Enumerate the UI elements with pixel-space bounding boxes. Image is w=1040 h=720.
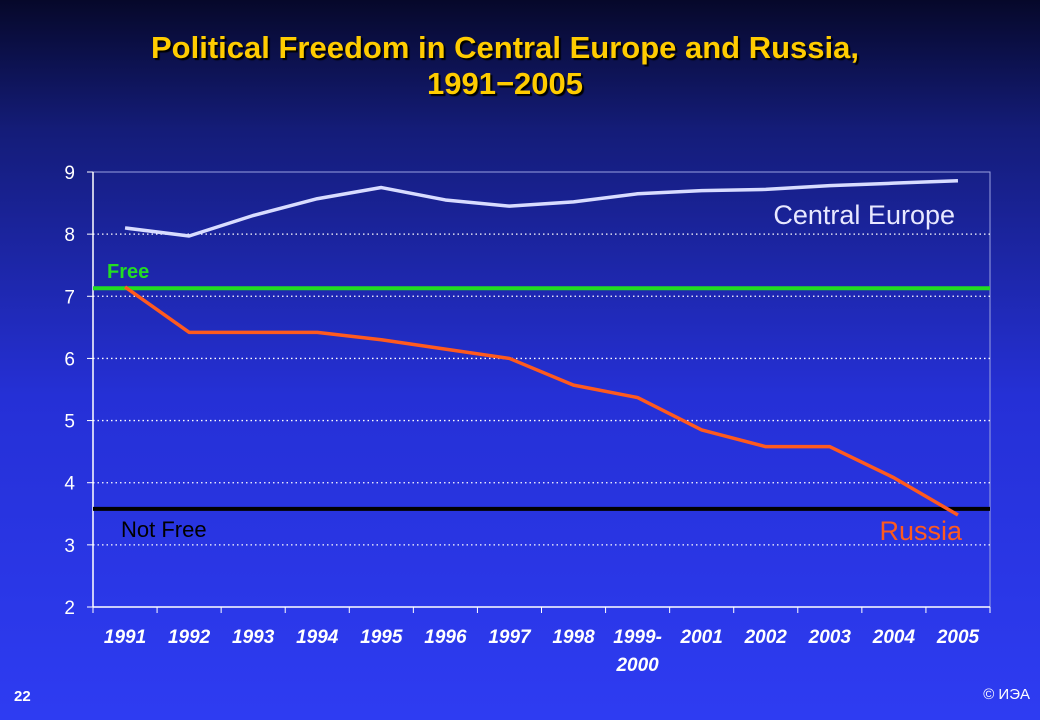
- series-line-central-europe: [124, 178, 959, 238]
- x-tick-label: 2004: [872, 627, 916, 648]
- chart-title-line-2: 1991−2005: [426, 66, 584, 101]
- x-tick-label: 2002: [744, 627, 788, 648]
- x-tick-label: 1992: [168, 627, 211, 648]
- x-tick-label: 2001: [680, 627, 723, 648]
- series-label-central-europe: Central Europe: [773, 200, 955, 230]
- x-tick-label: 1998: [552, 627, 595, 648]
- series-label-russia: Russia: [879, 516, 963, 546]
- y-tick-label: 2: [64, 598, 75, 619]
- y-tick-label: 6: [64, 349, 75, 370]
- y-tick-label: 8: [64, 225, 75, 246]
- chart-title-line-1: Political Freedom in Central Europe and …: [151, 30, 859, 65]
- y-tick-label: 5: [64, 412, 75, 433]
- plot-area: [92, 171, 991, 608]
- x-tick-label: 1999-: [613, 627, 662, 648]
- x-tick-label: 1996: [424, 627, 467, 648]
- y-tick-label: 7: [64, 287, 75, 308]
- y-tick-label: 4: [64, 474, 75, 495]
- x-tick-label: 2003: [808, 627, 852, 648]
- threshold-label-not-free: Not Free: [121, 517, 207, 542]
- x-tick-label: 1995: [360, 627, 403, 648]
- slide-number: 22: [14, 688, 31, 705]
- x-tick-label: 2000: [615, 655, 659, 676]
- series-line-russia: [124, 285, 959, 517]
- x-tick-label: 1994: [296, 627, 339, 648]
- y-tick-label: 9: [64, 163, 75, 184]
- chart-title: Political Freedom in Central Europe and …: [0, 30, 1010, 102]
- y-tick-label: 3: [64, 536, 75, 557]
- x-tick-label: 1991: [104, 627, 146, 648]
- x-tick-label: 2005: [936, 627, 980, 648]
- x-tick-label: 1997: [488, 627, 532, 648]
- copyright-text: © ИЭА: [983, 686, 1030, 703]
- x-tick-label: 1993: [232, 627, 275, 648]
- threshold-label-free: Free: [107, 261, 149, 283]
